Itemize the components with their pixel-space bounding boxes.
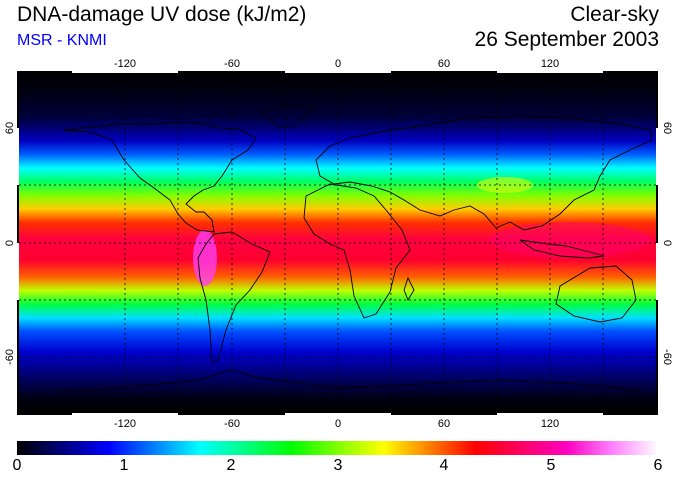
lat-tick-left-60: 60 xyxy=(4,122,16,134)
coast-africa xyxy=(303,183,411,319)
lat-tick-right-60: 60 xyxy=(661,122,673,134)
lon-tick-top-0: 0 xyxy=(335,58,341,70)
coast-indonesia xyxy=(519,239,605,259)
lon-tick-bottom-60: 60 xyxy=(438,418,450,430)
source-label: MSR - KNMI xyxy=(17,32,107,49)
lon-tick-bottom-minus120: -120 xyxy=(114,418,136,430)
coast-madagascar xyxy=(403,276,415,302)
colorbar-label-2: 2 xyxy=(226,457,236,474)
colorbar-label-5: 5 xyxy=(546,457,556,474)
coast-greenland xyxy=(261,103,315,129)
lon-tick-top-120: 120 xyxy=(541,58,559,70)
uv-dose-map: -120 -60 0 60 120 -120 -60 0 60 120 60 0… xyxy=(4,58,673,430)
sky-condition-label: Clear-sky xyxy=(570,3,659,26)
coast-antarctica xyxy=(59,369,641,393)
coastlines xyxy=(59,103,653,393)
lon-tick-bottom-minus60: -60 xyxy=(224,418,240,430)
lat-tick-left-minus60: -60 xyxy=(4,349,16,365)
uv-hotspot-andes xyxy=(193,230,217,286)
lon-tick-bottom-120: 120 xyxy=(541,418,559,430)
colorbar-label-6: 6 xyxy=(653,457,663,474)
colorbar xyxy=(17,441,658,455)
colorbar-label-0: 0 xyxy=(12,457,22,474)
colorbar-label-3: 3 xyxy=(333,457,343,474)
lon-tick-bottom-0: 0 xyxy=(335,418,341,430)
colorbar-label-1: 1 xyxy=(119,457,129,474)
graticule xyxy=(19,73,656,413)
lon-tick-top-minus60: -60 xyxy=(224,58,240,70)
uv-hotspot-maritime xyxy=(490,222,650,258)
frame-border-segments xyxy=(17,71,658,415)
lon-tick-top-60: 60 xyxy=(438,58,450,70)
lon-tick-top-minus120: -120 xyxy=(114,58,136,70)
lat-tick-right-minus60: -60 xyxy=(661,349,673,365)
colorbar-label-4: 4 xyxy=(439,457,449,474)
map-title: DNA-damage UV dose (kJ/m2) xyxy=(17,3,307,26)
lat-tick-right-0: 0 xyxy=(661,240,673,246)
date-label: 26 September 2003 xyxy=(474,28,659,51)
coast-eurasia xyxy=(315,115,653,231)
lat-tick-left-0: 0 xyxy=(4,240,16,246)
coast-australia xyxy=(555,265,637,323)
coast-south-america xyxy=(197,231,271,363)
